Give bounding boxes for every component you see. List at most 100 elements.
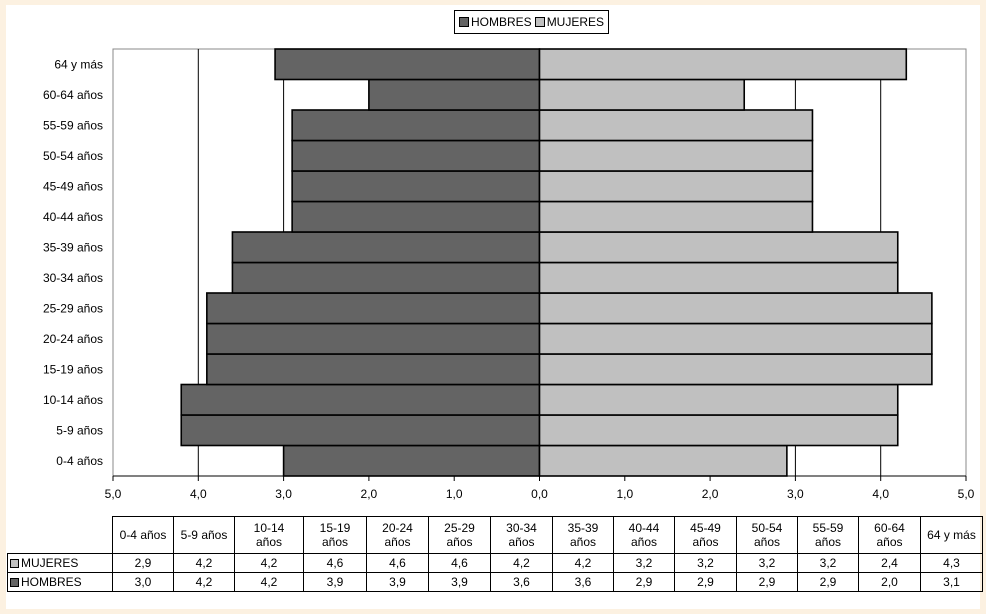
legend-swatch-mujeres (534, 17, 545, 27)
bar-hombres-1 (180, 414, 541, 447)
category-label-0: 0-4 años (56, 454, 103, 468)
x-tick-label-0: 5,0 (105, 487, 122, 501)
table-corner (8, 517, 113, 554)
table-cell-hombres-3: 3,9 (303, 572, 367, 592)
table-header-row: 0-4 años 5-9 años 10-14 años 15-19 años 20-24 a… (8, 516, 983, 554)
table-cell-hombres-5: 3,9 (428, 572, 491, 592)
bar-hombres-9 (291, 170, 541, 203)
bar-mujeres-3 (538, 353, 933, 386)
table-cell-mujeres-4: 4,6 (366, 553, 429, 573)
bar-mujeres-11 (538, 109, 814, 142)
bar-mujeres-12 (538, 78, 746, 111)
table-cell-mujeres-5: 4,6 (428, 553, 491, 573)
bar-hombres-2 (180, 383, 541, 416)
table-header-9: 45-49 años (674, 516, 737, 554)
bar-mujeres-5 (538, 292, 933, 325)
bar-mujeres-0 (538, 444, 788, 477)
table-cell-hombres-9: 2,9 (674, 572, 737, 592)
table-cell-mujeres-1: 4,2 (173, 553, 235, 573)
bar-hombres-10 (291, 139, 541, 172)
table-cell-hombres-1: 4,2 (173, 572, 235, 592)
table-header-3: 15-19 años (303, 516, 367, 554)
table-header-13: 64 y más (920, 516, 983, 554)
table-cell-mujeres-0: 2,9 (112, 553, 174, 573)
table-swatch-hombres (10, 578, 19, 588)
bar-mujeres-4 (538, 322, 933, 355)
bar-mujeres-2 (538, 383, 899, 416)
bar-hombres-12 (368, 78, 541, 111)
table-row-label-mujeres: MUJERES (7, 553, 113, 573)
table-header-6: 30-34 años (490, 516, 553, 554)
population-pyramid-chart: 0-4 años 5-9 años 10-14 años 15-19 años 20-2… (43, 48, 975, 501)
table-cell-hombres-8: 2,9 (613, 572, 675, 592)
bar-hombres-11 (291, 109, 541, 142)
bar-hombres-4 (206, 322, 541, 355)
table-swatch-mujeres (10, 559, 19, 569)
table-header-7: 35-39 años (552, 516, 614, 554)
x-tick-label-1: 4,0 (190, 487, 207, 501)
category-label-11: 55-59 años (43, 118, 103, 132)
category-label-7: 35-39 años (43, 240, 103, 254)
table-cell-mujeres-8: 3,2 (613, 553, 675, 573)
bar-hombres-6 (231, 261, 541, 294)
x-tick-label-9: 4,0 (872, 487, 889, 501)
bar-hombres-8 (291, 200, 541, 233)
category-label-3: 15-19 años (43, 362, 103, 376)
category-label-1: 5-9 años (56, 423, 103, 437)
table-header-12: 60-64 años (858, 516, 921, 554)
category-label-12: 60-64 años (43, 88, 103, 102)
table-cell-mujeres-3: 4,6 (303, 553, 367, 573)
table-cell-mujeres-11: 3,2 (797, 553, 859, 573)
legend: HOMBRES MUJERES (454, 10, 610, 34)
table-cell-hombres-0: 3,0 (112, 572, 174, 592)
table-cell-hombres-12: 2,0 (858, 572, 921, 592)
table-cell-hombres-4: 3,9 (366, 572, 429, 592)
x-tick-label-7: 2,0 (702, 487, 719, 501)
data-table: 0-4 años 5-9 años 10-14 años 15-19 años 20-24 a… (7, 516, 983, 592)
table-cell-mujeres-6: 4,2 (490, 553, 553, 573)
category-label-9: 45-49 años (43, 179, 103, 193)
table-row-hombres: HOMBRES 3,0 4,2 4,2 3,9 3,9 3,9 3,6 3,6 2,9 2,9 2,9… (7, 572, 983, 592)
category-label-5: 25-29 años (43, 301, 103, 315)
table-cell-hombres-11: 2,9 (797, 572, 859, 592)
table-cell-hombres-7: 3,6 (552, 572, 614, 592)
bar-mujeres-10 (538, 139, 814, 172)
bar-hombres-5 (206, 292, 541, 325)
table-cell-hombres-6: 3,6 (490, 572, 553, 592)
bar-mujeres-8 (538, 200, 814, 233)
x-tick-label-10: 5,0 (958, 487, 975, 501)
table-header-1: 5-9 años (173, 516, 235, 554)
table-header-5: 25-29 años (428, 516, 491, 554)
table-row-mujeres: MUJERES 2,9 4,2 4,2 4,6 4,6 4,6 4,2 4,2 3,2 3,2 3,2… (7, 553, 983, 573)
bar-mujeres-7 (538, 231, 899, 264)
category-label-13: 64 y más (54, 57, 103, 71)
bar-hombres-7 (231, 231, 541, 264)
bar-mujeres-6 (538, 261, 899, 294)
x-tick-label-4: 1,0 (446, 487, 463, 501)
x-tick-label-8: 3,0 (787, 487, 804, 501)
table-cell-mujeres-10: 3,2 (736, 553, 798, 573)
category-label-4: 20-24 años (43, 332, 103, 346)
category-label-6: 30-34 años (43, 271, 103, 285)
x-tick-label-5: 0,0 (531, 487, 548, 501)
table-row-label-hombres: HOMBRES (7, 572, 113, 592)
legend-swatch-hombres (459, 17, 469, 27)
legend-label-hombres: HOMBRES (471, 15, 532, 29)
table-cell-hombres-10: 2,9 (736, 572, 798, 592)
legend-label-mujeres: MUJERES (546, 15, 605, 29)
x-tick-label-2: 3,0 (275, 487, 292, 501)
table-cell-mujeres-13: 4,3 (920, 553, 983, 573)
category-label-8: 40-44 años (43, 210, 103, 224)
bar-hombres-3 (206, 353, 541, 386)
bar-mujeres-13 (538, 48, 908, 81)
table-cell-mujeres-12: 2,4 (858, 553, 921, 573)
legend-item-hombres: HOMBRES (459, 15, 532, 29)
table-cell-hombres-13: 3,1 (920, 572, 983, 592)
legend-item-mujeres: MUJERES (534, 15, 605, 29)
x-tick-label-6: 1,0 (616, 487, 633, 501)
table-header-4: 20-24 años (366, 516, 429, 554)
table-cell-mujeres-9: 3,2 (674, 553, 737, 573)
table-cell-mujeres-2: 4,2 (234, 553, 304, 573)
table-cell-mujeres-7: 4,2 (552, 553, 614, 573)
table-header-0: 0-4 años (112, 516, 174, 554)
